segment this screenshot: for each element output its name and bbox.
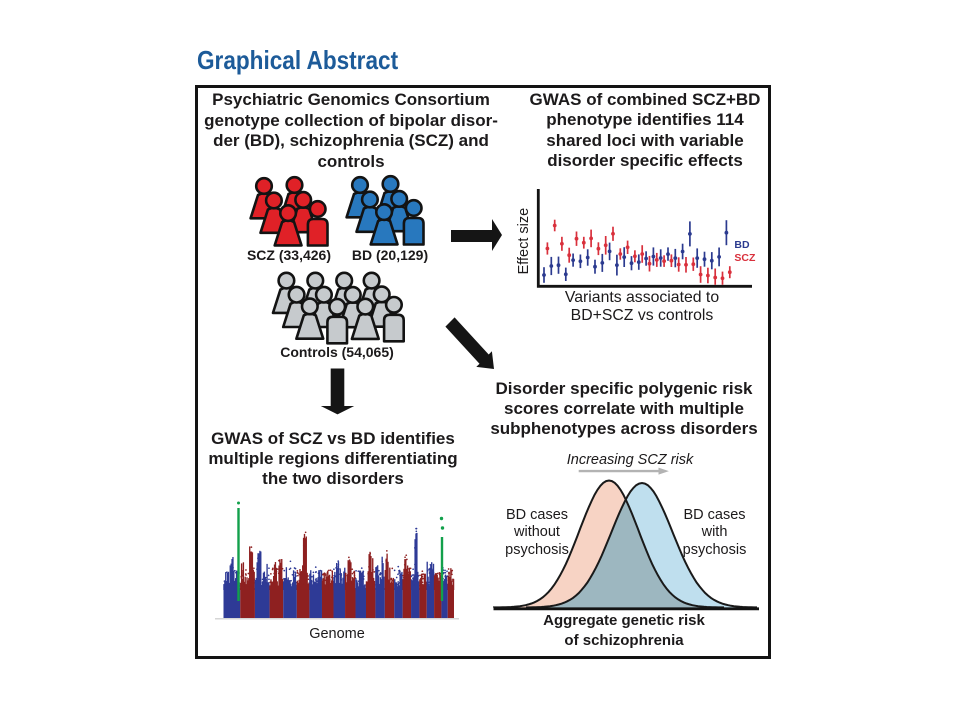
svg-text:SCZ: SCZ	[734, 252, 756, 264]
svg-text:BD: BD	[734, 239, 750, 251]
